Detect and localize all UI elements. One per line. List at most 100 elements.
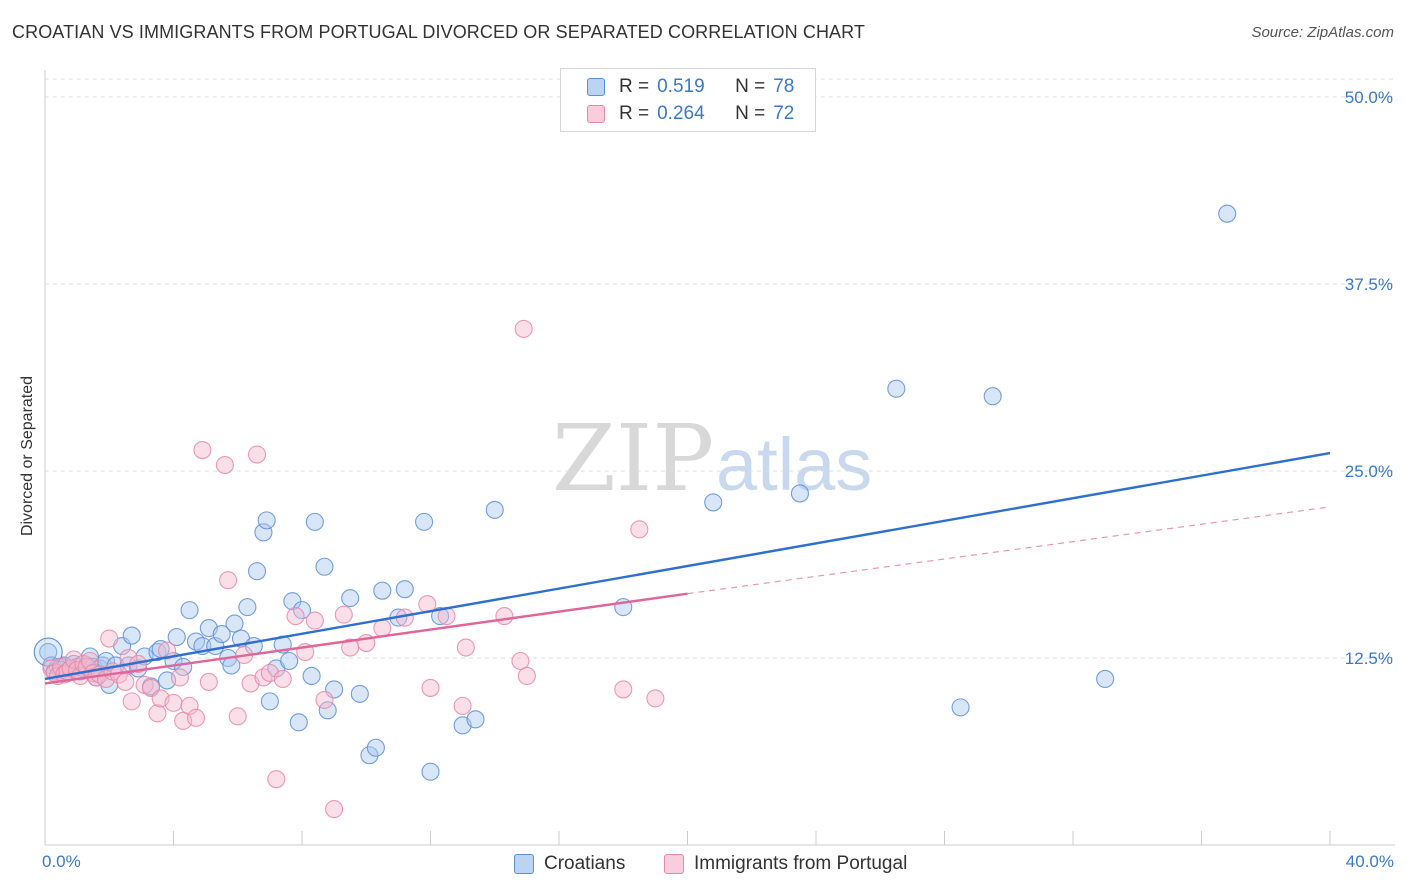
legend-item-portugal: Immigrants from Portugal: [664, 852, 907, 876]
portugal-trend-line: [44, 592, 688, 685]
data-point: [421, 678, 440, 697]
data-point: [495, 607, 514, 626]
portugal-swatch: [587, 105, 605, 123]
data-point: [456, 638, 475, 657]
n-value: 78: [773, 76, 795, 97]
legend-label-portugal: Immigrants from Portugal: [694, 853, 908, 874]
data-point: [193, 441, 212, 460]
data-point: [186, 708, 206, 727]
data-point: [289, 713, 308, 732]
gridlines: [45, 78, 1395, 659]
data-point: [257, 511, 276, 530]
trend-lines: [44, 451, 1331, 685]
source-label: Source: ZipAtlas.com: [1251, 24, 1394, 41]
data-point: [395, 580, 414, 599]
data-point: [247, 562, 267, 581]
x-tick-label-max: 40.0%: [1345, 852, 1394, 871]
data-point: [225, 614, 244, 633]
data-point: [215, 455, 234, 475]
croatians-swatch: [587, 78, 605, 96]
data-point: [373, 581, 392, 600]
data-point: [517, 666, 536, 686]
x-tick-label-min: 0.0%: [42, 852, 81, 871]
data-point: [219, 571, 238, 590]
data-point: [511, 651, 530, 671]
stats-legend-row-portugal: R = 0.264 N = 72: [587, 102, 794, 126]
data-point: [260, 692, 279, 711]
data-point: [421, 762, 440, 781]
data-point: [630, 520, 649, 539]
y-tick-label: 25.0%: [1345, 462, 1393, 481]
data-point: [148, 642, 167, 662]
portugal-points: [42, 319, 665, 819]
watermark-zip: ZIP: [552, 405, 714, 512]
data-point: [887, 379, 906, 398]
data-point: [199, 672, 218, 691]
data-point: [267, 770, 286, 789]
data-point: [325, 800, 344, 819]
data-point: [164, 693, 183, 712]
y-tick-label: 50.0%: [1345, 88, 1393, 107]
watermark: ZIP atlas: [552, 405, 872, 512]
n-value: 72: [773, 103, 795, 124]
croatians-legend-swatch: [514, 854, 534, 874]
legend-item-croatians: Croatians: [514, 852, 625, 876]
data-point: [466, 710, 485, 729]
data-point: [158, 641, 177, 660]
r-label: R =: [619, 103, 650, 124]
r-value: 0.264: [657, 103, 705, 124]
data-point: [373, 619, 392, 638]
data-point: [951, 698, 970, 717]
data-point: [415, 512, 434, 531]
data-point: [116, 672, 135, 691]
data-point: [334, 605, 353, 624]
data-point: [790, 484, 809, 503]
data-point: [983, 387, 1002, 406]
axes: [44, 70, 1395, 846]
data-point: [100, 629, 119, 648]
data-point: [431, 607, 450, 626]
n-label: N =: [735, 103, 766, 124]
data-point: [350, 684, 369, 703]
data-point: [318, 701, 337, 720]
data-point: [180, 601, 199, 620]
stats-legend-row-croatians: R = 0.519 N = 78: [587, 75, 794, 99]
data-point: [305, 611, 324, 630]
legend-label-croatians: Croatians: [544, 853, 626, 874]
data-point-large: [33, 637, 63, 667]
data-point: [212, 625, 231, 644]
data-point: [280, 651, 299, 671]
data-point: [453, 696, 472, 715]
data-point: [148, 704, 167, 723]
data-point: [122, 692, 141, 711]
data-point: [122, 626, 141, 645]
data-point: [273, 669, 292, 688]
watermark-atlas: atlas: [716, 423, 872, 506]
data-point: [80, 651, 100, 671]
data-point: [170, 668, 189, 687]
data-point: [247, 445, 267, 464]
data-point: [286, 607, 305, 626]
r-label: R =: [619, 76, 650, 97]
n-label: N =: [735, 76, 766, 97]
y-tick-label: 12.5%: [1345, 649, 1393, 668]
portugal-legend-swatch: [664, 854, 684, 874]
data-point: [167, 628, 186, 647]
data-point: [704, 493, 723, 512]
data-point: [485, 500, 504, 519]
portugal-trend-extension: [687, 506, 1331, 595]
y-tick-labels: 12.5% 25.0% 37.5% 50.0%: [1345, 88, 1393, 668]
data-point: [228, 707, 247, 726]
croatians-trend-line: [44, 451, 1331, 681]
data-point: [614, 680, 633, 699]
data-point: [315, 690, 334, 709]
y-tick-label: 37.5%: [1345, 275, 1393, 294]
data-point: [315, 557, 334, 576]
data-point: [1096, 669, 1115, 688]
data-point: [1218, 204, 1237, 223]
data-point: [305, 512, 324, 531]
data-point: [238, 598, 257, 617]
data-point: [646, 689, 665, 708]
data-point: [360, 746, 379, 765]
